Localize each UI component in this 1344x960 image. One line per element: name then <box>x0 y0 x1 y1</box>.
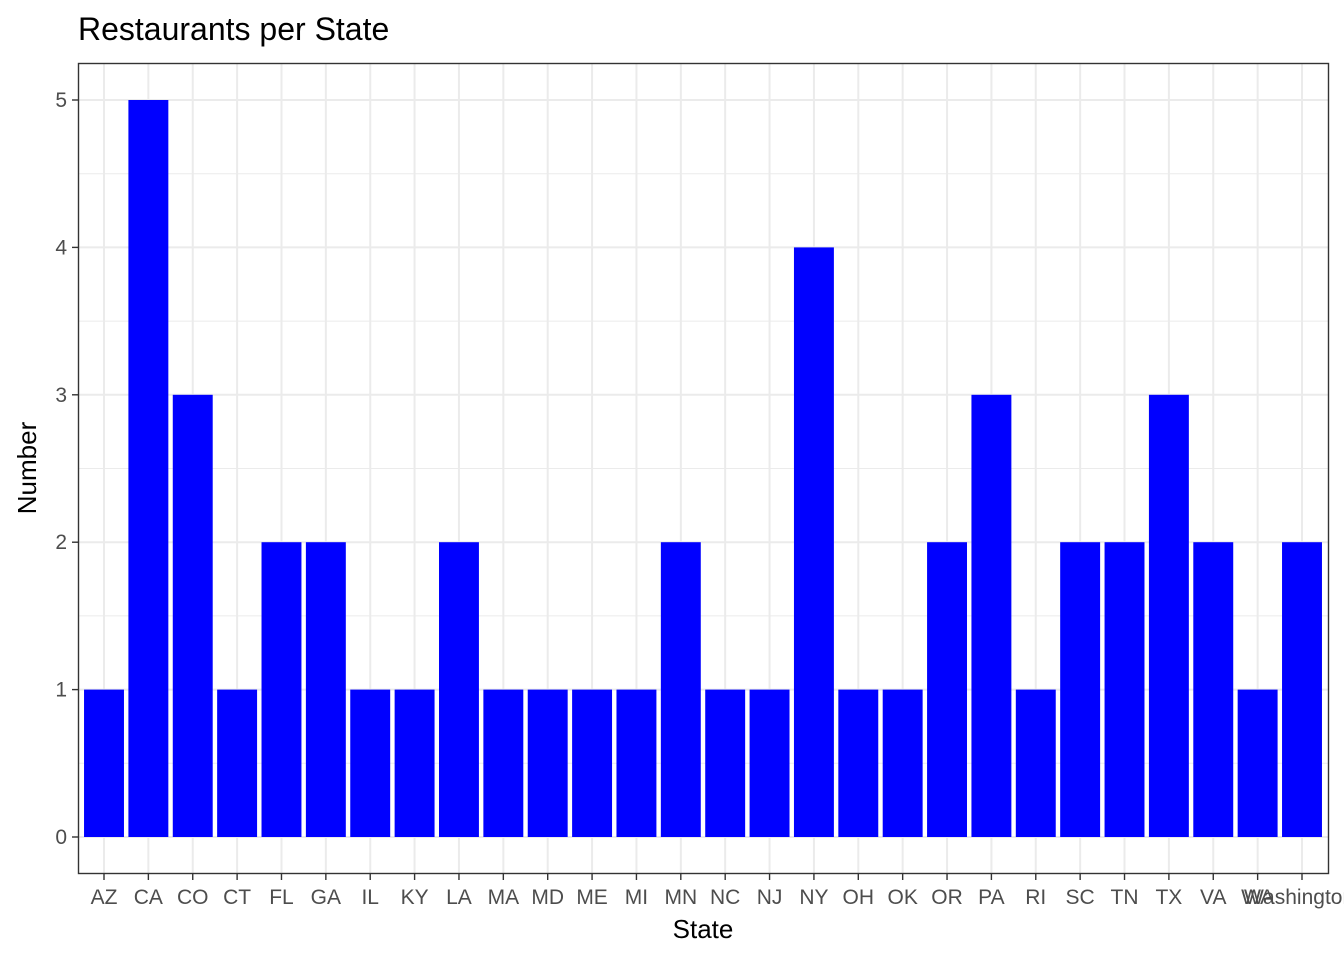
bar-ri <box>1015 689 1056 837</box>
bar-tn <box>1104 542 1145 837</box>
x-tick-label: PA <box>978 886 1004 909</box>
bar-pa <box>971 394 1012 837</box>
x-tick-label: VA <box>1200 886 1226 909</box>
x-tick-label: KY <box>401 886 429 909</box>
x-tick-label: CT <box>223 886 251 909</box>
bar-ga <box>305 542 346 837</box>
x-tick-label: RI <box>1025 886 1046 909</box>
x-tick-label: MI <box>625 886 648 909</box>
x-axis-title: State <box>673 914 734 944</box>
bar-ky <box>394 689 435 837</box>
bar-ca <box>128 100 169 837</box>
x-tick-label: OR <box>931 886 963 909</box>
bar-ma <box>483 689 524 837</box>
bar-md <box>527 689 568 837</box>
y-tick-label: 0 <box>55 826 67 849</box>
x-tick-label: Washington, <box>1244 886 1344 909</box>
x-tick-label: FL <box>269 886 294 909</box>
bars <box>84 100 1322 837</box>
bar-va <box>1193 542 1234 837</box>
bar-nc <box>705 689 746 837</box>
y-tick-label: 3 <box>55 384 67 407</box>
bar-wa <box>1237 689 1278 837</box>
bar-il <box>350 689 391 837</box>
x-tick-label: SC <box>1066 886 1095 909</box>
bar-ok <box>882 689 923 837</box>
x-tick-label: TX <box>1155 886 1182 909</box>
x-tick-label: GA <box>311 886 341 909</box>
bar-la <box>438 542 479 837</box>
bar-ct <box>217 689 258 837</box>
y-tick-label: 4 <box>55 236 67 259</box>
bar-washington <box>1282 542 1322 837</box>
bar-fl <box>261 542 302 837</box>
x-tick-label: OH <box>843 886 875 909</box>
x-tick-label: NY <box>799 886 828 909</box>
y-tick-label: 2 <box>55 531 67 554</box>
bar-mi <box>616 689 657 837</box>
bar-or <box>927 542 968 837</box>
x-tick-label: NJ <box>757 886 783 909</box>
bar-az <box>84 689 124 837</box>
x-tick-label: IL <box>361 886 379 909</box>
bar-tx <box>1148 394 1189 837</box>
bar-co <box>172 394 213 837</box>
y-tick-label: 1 <box>55 679 67 702</box>
bar-ny <box>793 247 834 837</box>
x-tick-label: AZ <box>91 886 118 909</box>
x-tick-label: ME <box>576 886 608 909</box>
bar-nj <box>749 689 790 837</box>
y-axis: 0 1 2 3 4 5 <box>55 89 79 849</box>
x-tick-label: CO <box>177 886 209 909</box>
y-axis-title: Number <box>12 421 42 514</box>
x-tick-label: CA <box>134 886 163 909</box>
plot-panel-border <box>77 62 1330 875</box>
x-tick-label: MN <box>664 886 697 909</box>
y-tick-label: 5 <box>55 89 67 112</box>
x-tick-label: TN <box>1111 886 1139 909</box>
x-tick-label: MA <box>488 886 520 909</box>
x-tick-label: LA <box>446 886 472 909</box>
bar-mn <box>660 542 701 837</box>
x-tick-label: MD <box>531 886 564 909</box>
x-tick-label: NC <box>710 886 740 909</box>
bar-oh <box>838 689 879 837</box>
x-tick-label: OK <box>887 886 917 909</box>
chart-title: Restaurants per State <box>78 11 389 47</box>
bar-me <box>572 689 613 837</box>
x-axis: AZ CA CO CT FL GA IL KY LA MA MD ME MI MN NC NJ NY OH OK OR… <box>91 873 1344 909</box>
bar-sc <box>1060 542 1101 837</box>
x-tick-label: WA <box>1241 886 1274 909</box>
